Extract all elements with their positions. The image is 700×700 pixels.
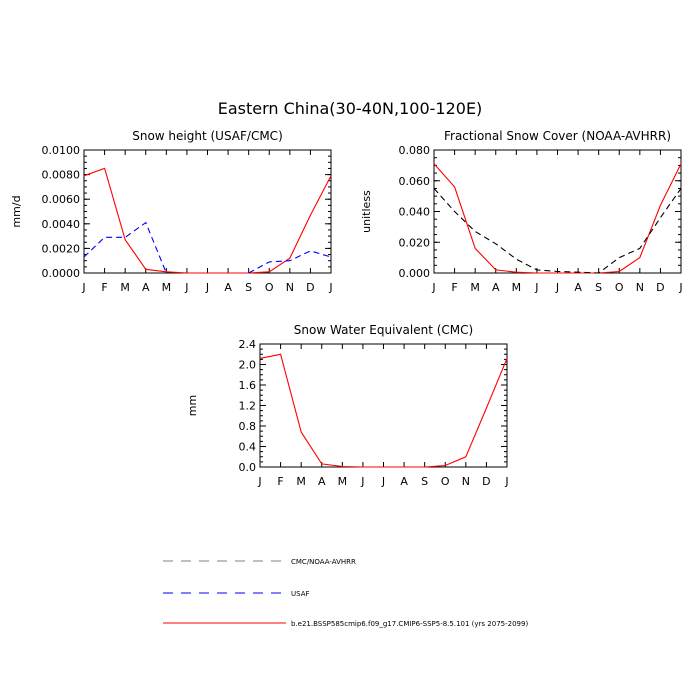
x-tick-label: M [120,281,130,294]
y-tick-label: 0.000 [399,267,431,280]
plot-frame [433,149,682,274]
x-tick-label: S [595,281,602,294]
legend-label: b.e21.BSSP585cmip6.f09_g17.CMIP6-SSP5-8.… [291,620,528,628]
y-tick-label: 0.0040 [42,218,81,231]
legend: CMC/NOAA-AVHRR USAF b.e21.BSSP585cmip6.f09… [163,558,528,628]
series-line-model [83,167,332,274]
x-tick-label: N [462,475,470,488]
x-tick-label: J [678,281,682,294]
legend-label: USAF [291,590,310,598]
y-axis-label: mm/d [10,195,23,227]
x-tick-label: O [441,475,450,488]
series-line-obs [433,188,682,274]
x-tick-label: F [451,281,457,294]
y-tick-label: 0.0 [239,461,257,474]
x-tick-label: O [615,281,624,294]
x-tick-label: J [360,475,364,488]
x-tick-label: M [296,475,306,488]
x-tick-label: F [101,281,107,294]
x-tick-label: J [534,281,538,294]
y-tick-label: 0.040 [399,206,431,219]
x-tick-label: J [381,475,385,488]
x-tick-label: D [656,281,664,294]
chart-title: Fractional Snow Cover (NOAA-AVHRR) [444,129,671,143]
y-axis-label: unitless [360,190,373,233]
panel-fractional-snow-cover: Fractional Snow Cover (NOAA-AVHRR) unitle… [360,129,683,294]
x-tick-label: F [277,475,283,488]
x-tick-label: J [81,281,85,294]
x-tick-label: M [470,281,480,294]
y-tick-label: 0.060 [399,175,431,188]
x-tick-label: N [636,281,644,294]
chart-title: Snow Water Equivalent (CMC) [294,323,473,337]
x-tick-label: J [504,475,508,488]
y-tick-label: 0.0060 [42,193,81,206]
x-tick-label: J [431,281,435,294]
plot-frame [259,343,508,468]
legend-label: CMC/NOAA-AVHRR [291,558,356,566]
x-tick-label: N [286,281,294,294]
y-tick-label: 0.080 [399,144,431,157]
x-tick-label: J [205,281,209,294]
x-tick-label: J [555,281,559,294]
x-tick-label: J [328,281,332,294]
y-tick-label: 0.0020 [42,242,81,255]
x-tick-label: A [318,475,326,488]
x-tick-label: J [184,281,188,294]
y-tick-label: 0.0000 [42,267,81,280]
y-tick-label: 1.6 [239,379,257,392]
x-tick-label: A [224,281,232,294]
x-tick-label: M [512,281,522,294]
y-tick-label: 0.4 [239,441,257,454]
y-tick-label: 0.0100 [42,144,81,157]
y-tick-label: 0.020 [399,236,431,249]
x-tick-label: S [421,475,428,488]
chart-title: Snow height (USAF/CMC) [132,129,283,143]
x-tick-label: O [265,281,274,294]
series-line-model [433,163,682,274]
y-tick-label: 1.2 [239,400,257,413]
x-tick-label: M [338,475,348,488]
x-tick-label: D [306,281,314,294]
y-tick-label: 0.0080 [42,169,81,182]
y-tick-label: 2.4 [239,338,257,351]
x-tick-label: J [257,475,261,488]
x-tick-label: A [574,281,582,294]
series-line-obs [83,221,167,274]
x-tick-label: D [482,475,490,488]
x-tick-label: S [245,281,252,294]
y-tick-label: 0.8 [239,420,257,433]
series-line-obs [248,250,332,274]
panel-snow-height: Snow height (USAF/CMC)mm/dJ F M A M J J A S O N D J0… [10,129,333,294]
series-line-model [259,353,508,468]
y-tick-label: 2.0 [239,359,257,372]
panel-snow-water-equivalent: Snow Water Equivalent (CMC)mmJ F M A M J J A S O N… [186,323,509,488]
x-tick-label: A [142,281,150,294]
x-tick-label: A [492,281,500,294]
plot-frame [83,149,332,274]
x-tick-label: A [400,475,408,488]
page-title: Eastern China(30-40N,100-120E) [218,99,483,118]
y-axis-label: mm [186,395,199,416]
x-tick-label: M [162,281,172,294]
